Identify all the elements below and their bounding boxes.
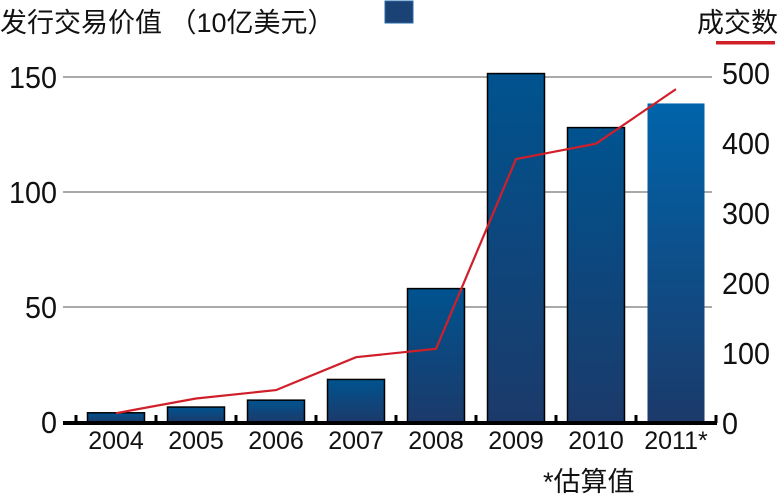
bar: [486, 72, 546, 423]
bar: [406, 287, 466, 423]
x-tick-label: 2007: [328, 427, 384, 455]
bar: [246, 399, 306, 423]
x-tick-label: 2008: [408, 427, 464, 455]
left-tick-label: 50: [25, 290, 57, 325]
x-tick-label: 2004: [88, 427, 144, 455]
bar-legend-swatch: [384, 0, 414, 24]
bar: [166, 406, 226, 423]
left-tick-label: 100: [9, 175, 57, 210]
x-tick-label: 2006: [248, 427, 304, 455]
line-legend-swatch: [716, 41, 775, 45]
right-tick-label: 0: [722, 406, 738, 441]
right-tick-label: 100: [722, 336, 770, 371]
bar: [566, 126, 626, 423]
chart-title: 发行交易价值 （10亿美元）: [0, 8, 335, 38]
left-tick-label: 0: [41, 405, 57, 440]
x-tick-label: 2005: [168, 427, 224, 455]
bar: [86, 412, 146, 423]
footnote: *估算值: [543, 467, 635, 497]
left-tick-label: 150: [9, 60, 57, 95]
right-tick-label: 500: [722, 56, 770, 91]
x-tick-label: 2009: [488, 427, 544, 455]
right-tick-label: 300: [722, 196, 770, 231]
x-tick-label: 2011*: [644, 427, 708, 455]
right-tick-label: 200: [722, 266, 770, 301]
bar: [326, 378, 386, 423]
deal-count-line: [115, 88, 677, 415]
right-axis-title: 成交数: [697, 8, 778, 38]
bar: [647, 103, 705, 422]
x-tick-label: 2010: [568, 427, 624, 455]
right-tick-label: 400: [722, 126, 770, 161]
